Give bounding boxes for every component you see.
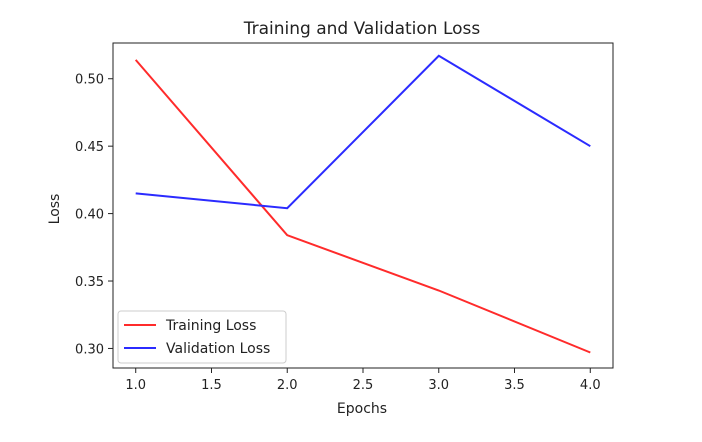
series-line-validation-loss xyxy=(136,56,591,208)
legend-label-training-loss: Training Loss xyxy=(165,318,256,334)
y-axis-label: Loss xyxy=(47,194,63,225)
y-tick-label: 0.35 xyxy=(75,275,104,290)
y-tick-label: 0.30 xyxy=(75,342,104,357)
chart-title: Training and Validation Loss xyxy=(243,19,481,39)
x-tick-label: 2.0 xyxy=(277,378,298,393)
x-tick-label: 1.0 xyxy=(125,378,146,393)
x-axis-label: Epochs xyxy=(337,401,387,417)
x-tick-label: 3.5 xyxy=(504,378,525,393)
y-tick-label: 0.40 xyxy=(75,208,104,223)
x-tick-label: 1.5 xyxy=(201,378,222,393)
legend-label-validation-loss: Validation Loss xyxy=(166,341,270,357)
x-tick-label: 4.0 xyxy=(580,378,601,393)
y-tick-label: 0.45 xyxy=(75,140,104,155)
x-tick-label: 2.5 xyxy=(353,378,374,393)
lines-layer xyxy=(136,56,591,353)
legend: Training Loss Validation Loss xyxy=(118,311,286,363)
y-tick-label: 0.50 xyxy=(75,73,104,88)
x-tick-label: 3.0 xyxy=(428,378,449,393)
series-line-training-loss xyxy=(136,60,591,353)
